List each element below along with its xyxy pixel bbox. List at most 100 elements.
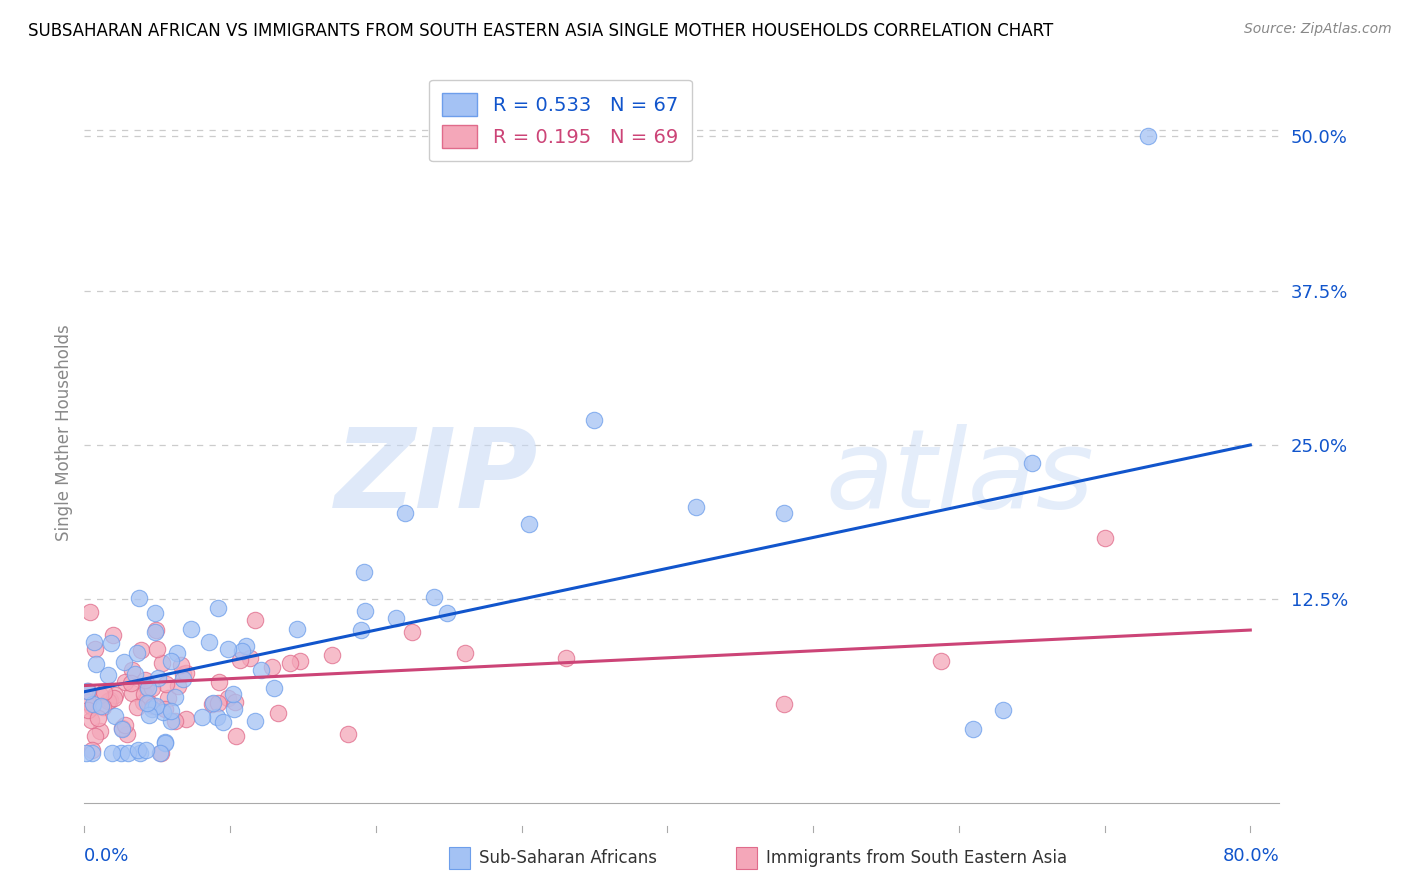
- Point: [135, 679, 157, 693]
- Point: [141, 702, 163, 716]
- Point: [138, 681, 160, 696]
- Point: [104, 709, 127, 723]
- Point: [120, 675, 142, 690]
- Text: Immigrants from South Eastern Asia: Immigrants from South Eastern Asia: [766, 849, 1067, 867]
- Point: [198, 635, 221, 649]
- Point: [142, 698, 165, 713]
- Point: [80, 700, 103, 714]
- Point: [98, 693, 121, 707]
- Point: [174, 665, 197, 680]
- Point: [243, 714, 266, 728]
- Text: Sub-Saharan Africans: Sub-Saharan Africans: [479, 849, 657, 867]
- Bar: [449, 847, 471, 870]
- Point: [135, 743, 157, 757]
- Point: [401, 625, 423, 640]
- Point: [205, 710, 228, 724]
- Point: [174, 712, 197, 726]
- Point: [145, 623, 167, 637]
- Text: SUBSAHARAN AFRICAN VS IMMIGRANTS FROM SOUTH EASTERN ASIA SINGLE MOTHER HOUSEHOLD: SUBSAHARAN AFRICAN VS IMMIGRANTS FROM SO…: [28, 22, 1053, 40]
- Point: [1094, 531, 1116, 545]
- Point: [180, 622, 202, 636]
- Point: [79, 713, 101, 727]
- Point: [394, 506, 416, 520]
- Point: [143, 624, 166, 639]
- Point: [243, 613, 266, 627]
- Point: [114, 675, 136, 690]
- Point: [91, 699, 114, 714]
- Point: [436, 607, 458, 621]
- Text: 0.0%: 0.0%: [84, 847, 129, 865]
- Text: Source: ZipAtlas.com: Source: ZipAtlas.com: [1244, 22, 1392, 37]
- Point: [87, 711, 110, 725]
- Point: [89, 723, 111, 738]
- Point: [82, 747, 104, 761]
- Text: atlas: atlas: [825, 424, 1094, 531]
- Point: [90, 699, 112, 714]
- Point: [166, 646, 188, 660]
- Point: [163, 690, 186, 704]
- Point: [97, 668, 120, 682]
- Point: [152, 705, 174, 719]
- Point: [79, 605, 101, 619]
- Point: [385, 611, 408, 625]
- Point: [1137, 129, 1160, 144]
- Point: [207, 696, 229, 710]
- Point: [149, 747, 172, 761]
- Point: [166, 679, 188, 693]
- Legend: R = 0.533   N = 67, R = 0.195   N = 69: R = 0.533 N = 67, R = 0.195 N = 69: [429, 79, 692, 161]
- Point: [134, 673, 156, 687]
- Point: [101, 747, 124, 761]
- Bar: [735, 847, 758, 870]
- Text: 80.0%: 80.0%: [1223, 847, 1279, 865]
- Point: [1021, 457, 1043, 471]
- Point: [353, 565, 375, 579]
- Point: [146, 641, 169, 656]
- Point: [127, 743, 149, 757]
- Point: [145, 698, 167, 713]
- Point: [76, 684, 98, 698]
- Point: [132, 687, 155, 701]
- Point: [82, 698, 104, 712]
- Point: [157, 690, 180, 705]
- Point: [991, 703, 1014, 717]
- Point: [773, 506, 796, 520]
- Point: [101, 628, 124, 642]
- Point: [221, 687, 243, 701]
- Point: [104, 689, 127, 703]
- Point: [290, 654, 312, 668]
- Point: [150, 747, 173, 761]
- Point: [583, 413, 606, 427]
- Point: [224, 695, 246, 709]
- Text: ZIP: ZIP: [335, 424, 538, 531]
- Point: [285, 623, 308, 637]
- Point: [83, 634, 105, 648]
- Point: [124, 667, 146, 681]
- Point: [138, 708, 160, 723]
- Point: [260, 659, 283, 673]
- Point: [225, 729, 247, 743]
- Point: [160, 654, 183, 668]
- Point: [239, 651, 262, 665]
- Point: [454, 646, 477, 660]
- Point: [111, 721, 134, 735]
- Point: [155, 677, 177, 691]
- Point: [75, 747, 97, 761]
- Point: [202, 696, 225, 710]
- Point: [125, 700, 148, 714]
- Point: [685, 500, 707, 514]
- Point: [77, 703, 100, 717]
- Point: [321, 648, 343, 662]
- Point: [336, 727, 359, 741]
- Point: [111, 722, 134, 736]
- Point: [135, 697, 157, 711]
- Point: [229, 653, 252, 667]
- Point: [159, 704, 181, 718]
- Point: [143, 606, 166, 620]
- Point: [127, 646, 149, 660]
- Point: [153, 701, 176, 715]
- Point: [190, 709, 212, 723]
- Point: [141, 681, 163, 695]
- Point: [155, 735, 177, 749]
- Point: [208, 674, 231, 689]
- Point: [110, 747, 132, 761]
